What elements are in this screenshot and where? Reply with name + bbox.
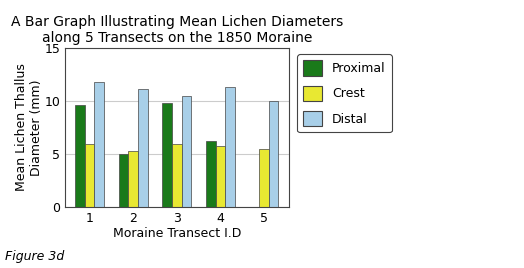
- Bar: [182, 96, 191, 207]
- Bar: [94, 82, 104, 207]
- Bar: [138, 89, 148, 207]
- Bar: [119, 154, 128, 207]
- Bar: [269, 101, 278, 207]
- Bar: [128, 151, 138, 207]
- Legend: Proximal, Crest, Distal: Proximal, Crest, Distal: [297, 54, 392, 132]
- Title: A Bar Graph Illustrating Mean Lichen Diameters
along 5 Transects on the 1850 Mor: A Bar Graph Illustrating Mean Lichen Dia…: [10, 15, 343, 45]
- X-axis label: Moraine Transect I.D: Moraine Transect I.D: [113, 227, 241, 240]
- Y-axis label: Mean Lichen Thallus
Diameter (mm): Mean Lichen Thallus Diameter (mm): [15, 64, 43, 192]
- Bar: [162, 103, 172, 207]
- Bar: [225, 87, 235, 207]
- Bar: [259, 149, 269, 207]
- Bar: [215, 146, 225, 207]
- Text: Figure 3d: Figure 3d: [5, 250, 64, 263]
- Bar: [206, 142, 215, 207]
- Bar: [75, 105, 85, 207]
- Bar: [85, 143, 94, 207]
- Bar: [172, 143, 182, 207]
